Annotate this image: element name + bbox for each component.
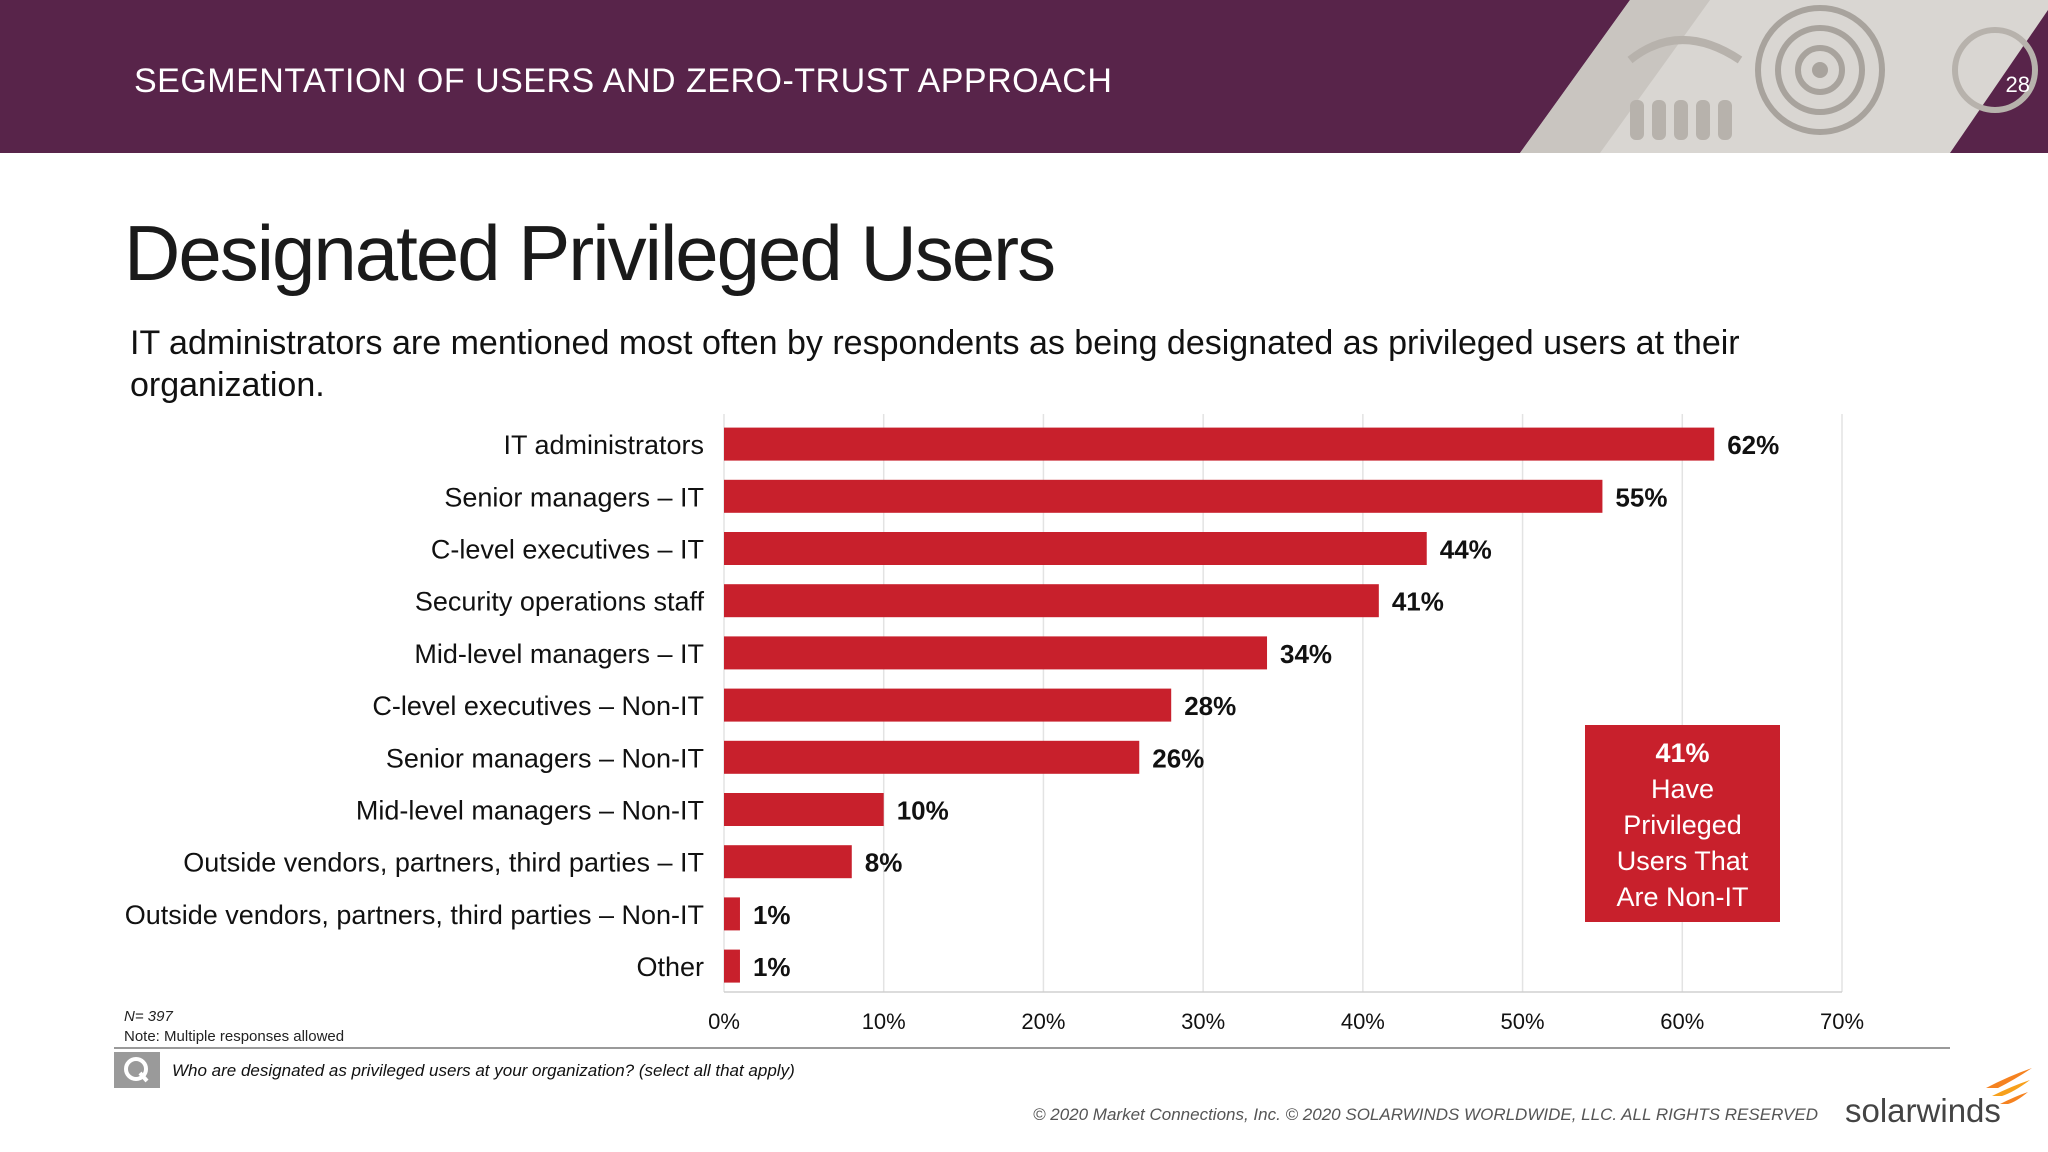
value-label: 10% bbox=[897, 796, 949, 826]
x-tick-label: 70% bbox=[1820, 1009, 1864, 1034]
category-label: C-level executives – IT bbox=[431, 535, 704, 565]
bar bbox=[724, 897, 740, 931]
solarwinds-logo: solarwinds bbox=[1845, 1092, 2001, 1129]
x-tick-label: 0% bbox=[708, 1009, 740, 1034]
category-label: Outside vendors, partners, third parties… bbox=[125, 900, 704, 930]
category-label: Security operations staff bbox=[415, 587, 705, 617]
x-tick-label: 50% bbox=[1501, 1009, 1545, 1034]
x-tick-label: 60% bbox=[1660, 1009, 1704, 1034]
solarwinds-flame-icon bbox=[1986, 1068, 2032, 1104]
bar bbox=[724, 636, 1268, 670]
bar-chart: 0% 10% 20% 30% 40% 50% 60% 70% IT administrators… bbox=[125, 414, 1864, 1034]
multiple-responses-note: Note: Multiple responses allowed bbox=[124, 1028, 345, 1045]
slide-subtitle: IT administrators are mentioned most oft… bbox=[130, 324, 1740, 404]
category-label: IT administrators bbox=[503, 430, 704, 460]
x-tick-label: 40% bbox=[1341, 1009, 1385, 1034]
value-label: 55% bbox=[1615, 482, 1667, 512]
callout-text: Have Privileged Users That Are Non-IT bbox=[1616, 774, 1749, 912]
callout-percent: 41% bbox=[1655, 738, 1710, 768]
bar bbox=[724, 532, 1427, 565]
x-tick-label: 20% bbox=[1021, 1009, 1065, 1034]
category-label: Other bbox=[636, 952, 704, 982]
category-label: Senior managers – Non-IT bbox=[386, 743, 704, 773]
value-label: 28% bbox=[1184, 691, 1236, 721]
header-banner: SEGMENTATION OF USERS AND ZERO-TRUST APP… bbox=[0, 0, 2048, 153]
footer-divider bbox=[114, 1047, 1950, 1049]
bar bbox=[724, 793, 884, 826]
value-label: 26% bbox=[1152, 743, 1204, 773]
bar bbox=[724, 949, 740, 983]
slide-title: Designated Privileged Users bbox=[124, 209, 1056, 297]
value-label: 1% bbox=[753, 900, 791, 930]
value-label: 1% bbox=[753, 952, 791, 982]
bar bbox=[724, 427, 1715, 461]
value-label: 8% bbox=[865, 848, 903, 878]
category-label: C-level executives – Non-IT bbox=[372, 691, 704, 721]
sample-size-note: N= 397 bbox=[124, 1008, 173, 1025]
category-label: Senior managers – IT bbox=[444, 482, 704, 512]
x-tick-label: 10% bbox=[862, 1009, 906, 1034]
column-capital-image bbox=[1520, 0, 2048, 153]
q-icon bbox=[114, 1052, 160, 1088]
value-label: 41% bbox=[1392, 587, 1444, 617]
bar bbox=[724, 740, 1140, 774]
bar bbox=[724, 688, 1172, 722]
value-label: 62% bbox=[1727, 430, 1779, 460]
value-label: 34% bbox=[1280, 639, 1332, 669]
bar bbox=[724, 845, 852, 879]
category-label: Mid-level managers – Non-IT bbox=[356, 796, 704, 826]
x-tick-label: 30% bbox=[1181, 1009, 1225, 1034]
survey-question: Who are designated as privileged users a… bbox=[172, 1061, 795, 1080]
bar bbox=[724, 584, 1379, 618]
bar bbox=[724, 479, 1603, 513]
callout-box: 41% Have Privileged Users That Are Non-I… bbox=[1585, 725, 1780, 922]
page-number: 28 bbox=[2005, 72, 2030, 97]
copyright-text: © 2020 Market Connections, Inc. © 2020 S… bbox=[1033, 1105, 1818, 1124]
value-label: 44% bbox=[1440, 535, 1492, 565]
category-label: Outside vendors, partners, third parties… bbox=[183, 848, 704, 878]
section-title: SEGMENTATION OF USERS AND ZERO-TRUST APP… bbox=[134, 62, 1113, 100]
category-label: Mid-level managers – IT bbox=[414, 639, 704, 669]
